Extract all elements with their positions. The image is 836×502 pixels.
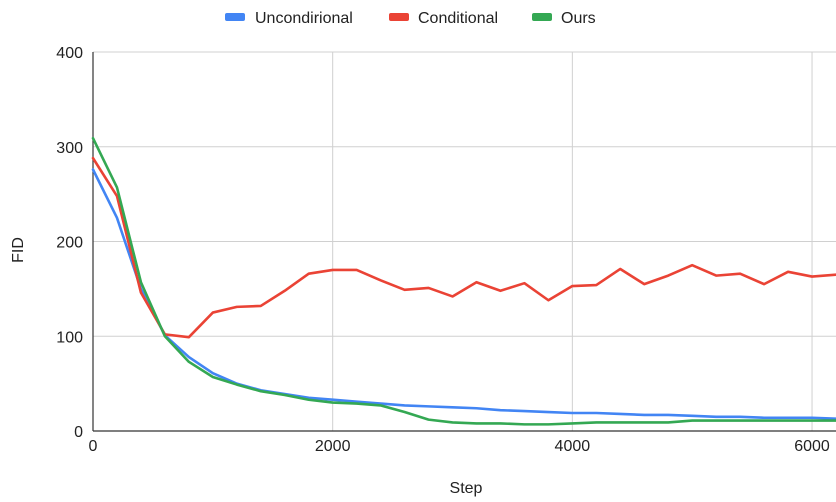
x-tick-label: 0 [89,438,98,455]
y-tick-label: 200 [56,235,83,252]
y-tick-label: 300 [56,140,83,157]
series-line-ours [91,136,836,426]
legend-label-uncondirional: Uncondirional [255,10,353,27]
legend-label-ours: Ours [561,10,596,27]
legend-label-conditional: Conditional [418,10,498,27]
y-axis-title: FID [10,237,27,263]
y-tick-label: 400 [56,45,83,62]
legend-swatch-ours [532,13,552,21]
legend-swatch-uncondirional [225,13,245,21]
y-tick-label: 100 [56,329,83,346]
series-line-conditional [91,156,836,339]
series-line-uncondirional [91,168,836,420]
legend-swatch-conditional [389,13,409,21]
x-tick-label: 4000 [555,438,591,455]
x-axis-title: Step [450,480,483,497]
x-tick-label: 2000 [315,438,351,455]
y-tick-label: 0 [74,424,83,441]
x-tick-label: 6000 [794,438,830,455]
